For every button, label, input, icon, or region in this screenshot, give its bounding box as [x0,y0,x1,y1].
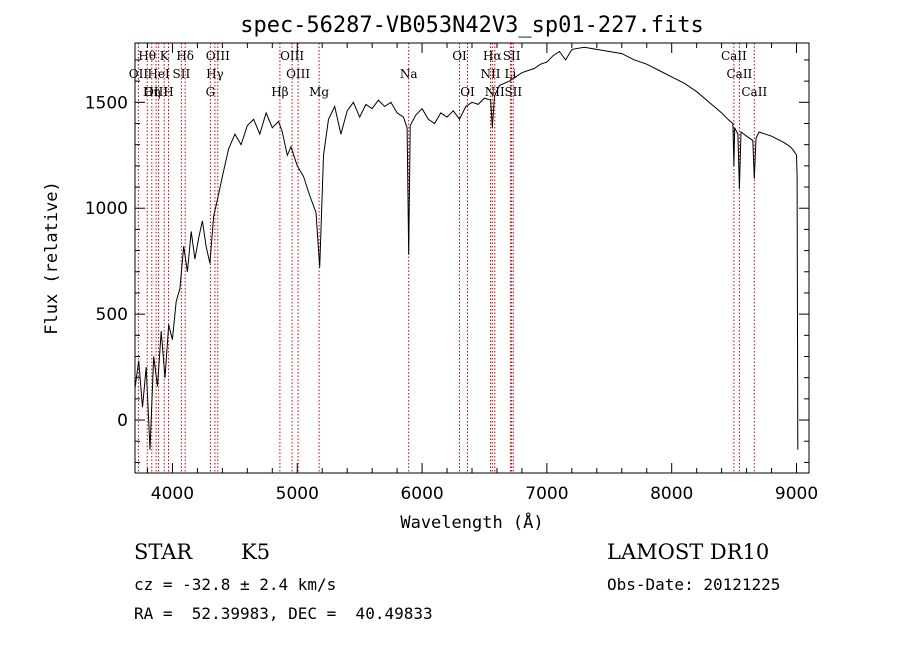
line-marker-label: CaII [726,67,752,81]
redshift-velocity: cz = -32.8 ± 2.4 km/s [134,575,337,594]
line-marker-label: Hγ [206,67,224,81]
y-axis-label: Flux (relative) [42,181,62,335]
object-subclass: K5 [241,540,271,564]
line-marker-label: Mg [309,85,329,99]
line-marker-label: SII [504,85,522,99]
sky-coordinates: RA = 52.39983, DEC = 40.49833 [134,604,433,623]
line-marker-label: CaII [741,85,767,99]
y-tick-label: 1500 [85,93,128,113]
line-marker-label: OIII [280,49,304,63]
y-axis-ticks: 0 500 1000 1500 [85,59,809,463]
line-marker-label: K [160,49,170,63]
line-marker-label: OI [452,49,467,63]
line-marker-label: Hδ [176,49,194,63]
x-tick-label: 6000 [400,484,443,504]
line-marker-label: OII [129,67,149,81]
line-marker-label: Hα [483,49,502,63]
line-marker-label: Li [504,67,516,81]
survey-name: LAMOST DR10 [607,540,770,564]
x-tick-label: 8000 [650,484,693,504]
x-tick-label: 9000 [775,484,818,504]
line-marker-label: SII [503,49,521,63]
line-marker-label: OIII [206,49,230,63]
observation-date: Obs-Date: 20121225 [607,575,781,594]
line-marker-label: Hη [143,85,161,99]
line-marker-label: Hβ [271,85,288,99]
x-tick-label: 4000 [151,484,194,504]
y-tick-label: 500 [96,305,128,325]
x-axis-ticks: 4000 5000 6000 7000 8000 9000 [146,43,818,504]
line-marker-label: NII [481,67,501,81]
line-marker-label: OI [460,85,475,99]
line-marker-label: OIII [286,67,310,81]
line-marker-label: Hθ [138,49,156,63]
y-tick-label: 1000 [85,199,128,219]
line-marker-label: Na [400,67,418,81]
x-axis-label: Wavelength (Å) [400,511,543,533]
x-tick-label: 5000 [276,484,319,504]
object-class: STAR [134,540,193,564]
plot-frame [134,42,810,474]
line-marker-label: G [206,85,216,99]
line-marker-label: HeI [147,67,170,81]
y-tick-label: 0 [117,411,128,431]
line-marker-group [137,43,755,473]
line-marker-label: SII [173,67,191,81]
line-marker-label: H [163,85,173,99]
line-marker-label: NII [485,85,505,99]
flux-series-line [134,46,799,450]
line-marker-label: OIII [144,85,168,99]
x-tick-label: 7000 [525,484,568,504]
line-marker-label: CaII [721,49,747,63]
chart-title: spec-56287-VB053N42V3_sp01-227.fits [240,13,704,38]
